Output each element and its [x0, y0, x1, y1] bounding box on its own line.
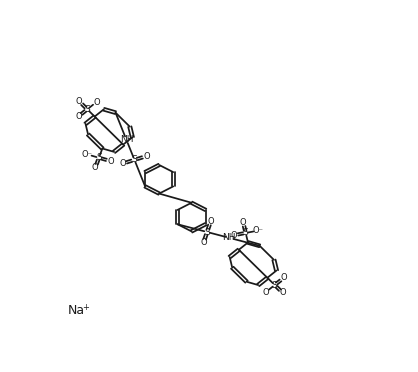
- Text: S: S: [132, 155, 138, 164]
- Text: O: O: [207, 217, 214, 226]
- Text: NH: NH: [222, 233, 236, 242]
- Text: O: O: [240, 218, 247, 227]
- Text: S: S: [272, 280, 278, 289]
- Text: S: S: [84, 105, 90, 114]
- Text: +: +: [82, 303, 89, 312]
- Text: O⁻: O⁻: [82, 150, 93, 159]
- Text: O: O: [92, 163, 99, 172]
- Text: S: S: [96, 153, 102, 162]
- Text: O: O: [75, 112, 82, 121]
- Text: O: O: [107, 157, 114, 166]
- Text: Na: Na: [68, 304, 85, 317]
- Text: O: O: [93, 97, 100, 106]
- Text: S: S: [243, 228, 249, 237]
- Text: O⁻: O⁻: [252, 226, 263, 235]
- Text: O: O: [280, 288, 286, 297]
- Text: NH: NH: [120, 135, 133, 144]
- Text: O: O: [262, 288, 269, 297]
- Text: O: O: [200, 238, 207, 247]
- Text: O: O: [231, 231, 237, 240]
- Text: O: O: [280, 273, 287, 282]
- Text: S: S: [204, 228, 210, 237]
- Text: O: O: [119, 159, 126, 168]
- Text: O: O: [143, 152, 150, 161]
- Text: O: O: [76, 97, 83, 106]
